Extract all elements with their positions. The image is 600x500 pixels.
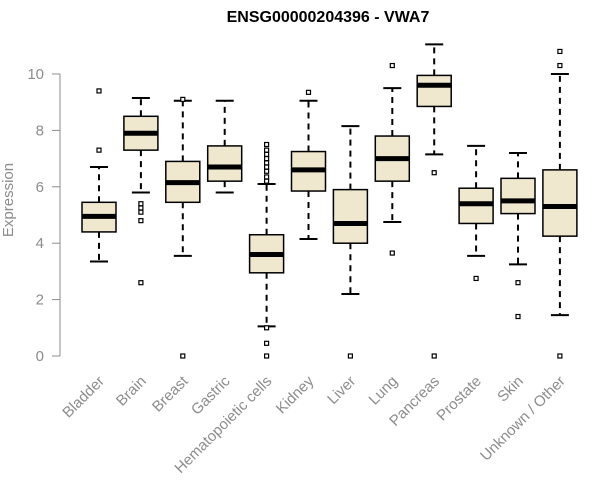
x-category-label: Brain: [113, 373, 150, 410]
box-bladder: [81, 88, 117, 263]
box-kidney: [290, 89, 327, 240]
outlier-point: [138, 209, 144, 215]
outlier-point: [264, 164, 270, 170]
y-tick-label: 8: [36, 122, 44, 139]
x-category-label: Liver: [324, 373, 359, 408]
y-tick-label: 2: [36, 292, 44, 309]
outlier-point: [515, 280, 521, 286]
outlier-point: [180, 353, 186, 359]
x-category-label: Lung: [366, 373, 402, 409]
x-category-label: Bladder: [59, 373, 108, 422]
outlier-point: [389, 250, 395, 256]
outlier-point: [557, 62, 563, 69]
y-tick-label: 4: [36, 235, 44, 252]
outlier-point: [264, 178, 270, 184]
outlier-point: [431, 170, 437, 176]
x-category-label: Skin: [494, 373, 527, 406]
outlier-point: [264, 340, 270, 346]
chart-title: ENSG00000204396 - VWA7: [227, 9, 430, 26]
outlier-point: [138, 280, 144, 286]
x-category-label: Kidney: [273, 372, 318, 417]
iqr-box: [416, 74, 452, 108]
outlier-point: [264, 168, 270, 174]
outlier-point: [557, 353, 563, 359]
box-unknown-other: [542, 48, 578, 359]
y-tick-label: 10: [27, 66, 44, 83]
outlier-point: [138, 201, 144, 207]
iqr-box: [206, 145, 243, 182]
outlier-point: [515, 313, 521, 320]
outlier-point: [473, 275, 479, 282]
box-breast: [165, 96, 201, 359]
outlier-point: [96, 88, 102, 94]
box-pancreas: [416, 43, 452, 359]
outlier-point: [557, 48, 563, 55]
outlier-point: [389, 62, 395, 69]
outlier-point: [264, 156, 270, 162]
outlier-point: [180, 96, 186, 102]
iqr-box: [542, 169, 578, 237]
outlier-point: [305, 89, 312, 95]
outlier-point: [264, 174, 270, 180]
outlier-point: [264, 353, 270, 359]
iqr-box: [332, 188, 369, 244]
x-category-label: Prostate: [433, 373, 485, 425]
outlier-point: [347, 353, 353, 359]
x-category-label: Breast: [149, 372, 192, 415]
box-hematopoietic-cells: [248, 141, 285, 359]
outlier-point: [431, 353, 437, 359]
box-brain: [123, 96, 159, 286]
y-axis-label: Expression: [0, 163, 17, 237]
box-liver: [332, 125, 369, 359]
iqr-box: [500, 177, 536, 215]
y-axis-ticks: 0 2 4 6 8 10: [27, 66, 60, 365]
outlier-point: [264, 151, 270, 157]
y-tick-label: 0: [36, 348, 44, 365]
box-lung: [374, 62, 411, 256]
boxplot-series: [81, 43, 578, 359]
box-prostate: [458, 144, 494, 282]
y-tick-label: 6: [36, 179, 44, 196]
box-gastric: [206, 99, 243, 194]
outlier-point: [264, 147, 270, 153]
outlier-point: [264, 160, 270, 166]
box-skin: [500, 151, 536, 320]
outlier-point: [264, 141, 270, 148]
outlier-point: [138, 205, 144, 211]
outlier-point: [138, 218, 144, 224]
outlier-point: [264, 325, 270, 331]
outlier-point: [96, 147, 102, 153]
